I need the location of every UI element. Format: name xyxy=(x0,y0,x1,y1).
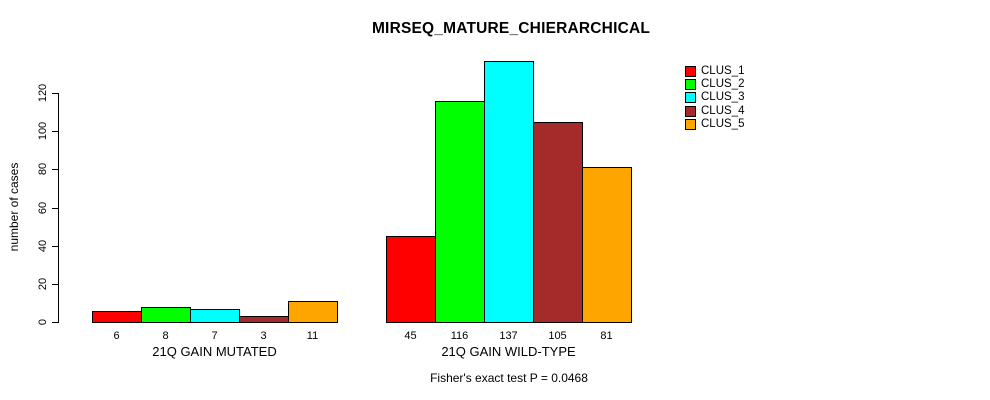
bar-value-label: 11 xyxy=(306,330,319,342)
legend-swatch xyxy=(685,92,696,103)
legend-label: CLUS_3 xyxy=(701,91,745,103)
bar-value-label: 7 xyxy=(211,330,218,342)
bar-value-label: 137 xyxy=(499,330,518,342)
bar-clus_1-group2 xyxy=(386,236,436,323)
legend-swatch xyxy=(685,119,696,130)
legend-label: CLUS_5 xyxy=(701,118,745,130)
legend-label: CLUS_4 xyxy=(701,105,745,117)
y-tick-label: 120 xyxy=(37,83,49,103)
y-tick-label: 0 xyxy=(37,318,49,326)
x-group-label: 21Q GAIN WILD-TYPE xyxy=(441,344,576,359)
y-tick xyxy=(52,322,59,323)
legend-swatch xyxy=(685,106,696,117)
bar-value-label: 6 xyxy=(113,330,120,342)
y-tick-label: 80 xyxy=(37,162,49,176)
bar-clus_2-group2 xyxy=(435,101,485,323)
y-tick xyxy=(52,131,59,132)
y-tick xyxy=(52,208,59,209)
bar-clus_3-group1 xyxy=(190,309,240,323)
bar-value-label: 45 xyxy=(404,330,417,342)
y-tick xyxy=(52,169,59,170)
legend-label: CLUS_1 xyxy=(701,65,745,77)
bar-value-label: 81 xyxy=(600,330,613,342)
y-tick-label: 40 xyxy=(37,239,49,253)
y-tick-label: 60 xyxy=(37,201,49,215)
bar-value-label: 3 xyxy=(260,330,267,342)
bar-clus_2-group1 xyxy=(141,307,191,323)
y-tick-label: 20 xyxy=(37,277,49,291)
bar-clus_5-group1 xyxy=(288,301,338,323)
chart-title: MIRSEQ_MATURE_CHIERARCHICAL xyxy=(371,20,651,37)
legend-swatch xyxy=(685,79,696,90)
y-tick xyxy=(52,284,59,285)
bar-clus_4-group2 xyxy=(533,122,583,323)
y-tick xyxy=(52,246,59,247)
bar-clus_1-group1 xyxy=(92,311,142,323)
x-group-label: 21Q GAIN MUTATED xyxy=(152,344,277,359)
bar-clus_4-group1 xyxy=(239,316,289,323)
bar-value-label: 8 xyxy=(162,330,169,342)
legend-label: CLUS_2 xyxy=(701,78,745,90)
bar-value-label: 116 xyxy=(450,330,469,342)
y-tick xyxy=(52,93,59,94)
y-axis-label: number of cases xyxy=(7,162,21,252)
legend-swatch xyxy=(685,66,696,77)
footer-note: Fisher's exact test P = 0.0468 xyxy=(430,371,588,385)
bar-value-label: 105 xyxy=(548,330,567,342)
bar-clus_3-group2 xyxy=(484,61,534,323)
bar-clus_5-group2 xyxy=(582,167,632,323)
y-tick-label: 100 xyxy=(37,121,49,141)
